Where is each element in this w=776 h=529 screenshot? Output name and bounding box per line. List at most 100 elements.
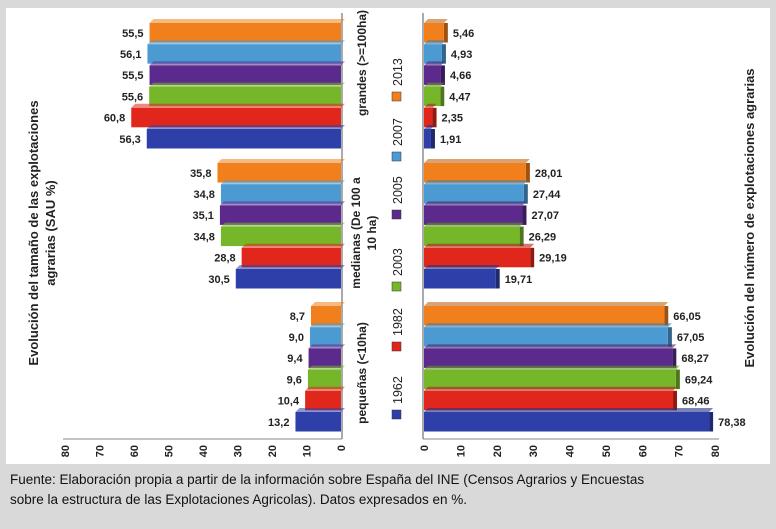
right-tick-label-50: 50 — [601, 445, 613, 457]
bar-pequenas-10ha-left-1982 — [305, 390, 341, 411]
bar-top-grandes-100ha-right-2005 — [424, 61, 445, 66]
bar-side-medianas-de-100-a-10-ha-right-1962 — [495, 269, 500, 289]
legend-label-2007: 2007 — [391, 118, 405, 146]
bar-pequenas-10ha-right-1982 — [424, 390, 674, 411]
bar-medianas-de-100-a-10-ha-right-2013 — [424, 163, 526, 183]
data-label-medianas-de-100-a-10-ha-right-1962: 19,71 — [505, 274, 533, 286]
data-label-pequenas-10ha-left-2005: 9,4 — [287, 353, 303, 365]
group-label-medianas-de-100-a-10-ha-line-1: medianas (De 100 a — [349, 177, 363, 289]
right-tick-label-40: 40 — [565, 445, 577, 457]
chart: 55,5 56,1 55,5 55,6 60,8 56,3 5,46 4,93 4,66 4,47… — [26, 10, 757, 457]
bar-side-grandes-100ha-right-2003 — [440, 86, 445, 107]
data-label-grandes-100ha-left-2007: 56,1 — [120, 49, 141, 61]
bar-top-pequenas-10ha-right-1982 — [424, 386, 678, 391]
data-label-pequenas-10ha-right-1982: 68,46 — [682, 396, 710, 408]
data-label-medianas-de-100-a-10-ha-left-2003: 34,8 — [194, 231, 215, 243]
legend-swatch-2007 — [391, 151, 402, 162]
caption-line-1: Fuente: Elaboración propia a partir de l… — [10, 472, 645, 487]
bar-pequenas-10ha-left-2005 — [308, 348, 341, 368]
data-label-pequenas-10ha-right-2003: 69,24 — [685, 374, 713, 386]
bar-top-grandes-100ha-left-2013 — [149, 19, 345, 23]
bar-side-medianas-de-100-a-10-ha-right-2005 — [522, 205, 527, 225]
bar-pequenas-10ha-right-1962 — [424, 412, 710, 432]
caption: Fuente: Elaboración propia a partir de l… — [10, 470, 770, 510]
left-axis-title-line-1: Evolución del tamaño de las explotacione… — [26, 100, 41, 365]
legend-label-1962: 1962 — [391, 376, 405, 404]
bar-top-pequenas-10ha-right-1962 — [424, 408, 714, 412]
bar-top-grandes-100ha-right-1982 — [424, 103, 437, 108]
data-label-medianas-de-100-a-10-ha-right-2003: 26,29 — [529, 231, 557, 243]
bar-grandes-100ha-right-2013 — [424, 23, 444, 43]
data-label-grandes-100ha-right-1982: 2,35 — [442, 113, 463, 125]
bar-top-pequenas-10ha-left-2005 — [308, 344, 345, 349]
bar-top-medianas-de-100-a-10-ha-right-1982 — [424, 243, 535, 248]
left-tick-label-80: 80 — [60, 445, 72, 457]
bar-top-medianas-de-100-a-10-ha-left-1962 — [235, 265, 345, 269]
legend-label-2003: 2003 — [391, 248, 405, 276]
left-axis-title-line-2: agrarias (SAU %) — [43, 180, 58, 285]
data-label-grandes-100ha-left-2005: 55,5 — [122, 70, 143, 82]
data-label-grandes-100ha-left-1982: 60,8 — [104, 113, 125, 125]
bar-top-grandes-100ha-left-2005 — [149, 61, 345, 66]
legend-label-2005: 2005 — [391, 176, 405, 204]
right-tick-label-20: 20 — [492, 445, 504, 457]
bar-side-grandes-100ha-right-1962 — [430, 129, 435, 149]
bar-top-pequenas-10ha-left-2013 — [310, 302, 345, 306]
bar-grandes-100ha-left-1982 — [131, 107, 341, 128]
data-label-pequenas-10ha-left-1982: 10,4 — [278, 396, 300, 408]
legend-swatch-1982 — [391, 341, 402, 352]
bar-top-grandes-100ha-left-1962 — [146, 125, 345, 129]
group-label-medianas-de-100-a-10-ha-line-2: 10 ha) — [365, 216, 379, 251]
group-label-pequenas-10ha: pequeñas (<10ha) — [355, 322, 369, 424]
bar-side-pequenas-10ha-right-2003 — [675, 369, 680, 390]
bar-top-pequenas-10ha-right-2013 — [424, 302, 669, 306]
bar-top-pequenas-10ha-right-2003 — [424, 365, 680, 370]
data-label-grandes-100ha-right-2007: 4,93 — [451, 49, 472, 61]
bar-medianas-de-100-a-10-ha-left-1982 — [241, 247, 341, 268]
bar-top-grandes-100ha-left-2003 — [149, 82, 345, 87]
data-label-medianas-de-100-a-10-ha-left-2007: 34,8 — [194, 189, 215, 201]
caption-line-2: sobre la estructura de las Explotaciones… — [10, 492, 467, 507]
right-tick-label-80: 80 — [710, 445, 722, 457]
bar-medianas-de-100-a-10-ha-left-2013 — [217, 163, 341, 183]
bar-top-pequenas-10ha-right-2005 — [424, 344, 677, 349]
bar-side-grandes-100ha-right-1982 — [432, 107, 437, 128]
bar-top-pequenas-10ha-right-2007 — [424, 323, 672, 328]
bar-side-grandes-100ha-right-2013 — [443, 23, 448, 43]
data-label-pequenas-10ha-right-1962: 78,38 — [718, 417, 746, 429]
bar-medianas-de-100-a-10-ha-right-1962 — [424, 269, 496, 289]
bar-pequenas-10ha-left-2007 — [309, 327, 341, 347]
bar-top-grandes-100ha-left-2007 — [147, 40, 345, 45]
bar-top-pequenas-10ha-left-2007 — [309, 323, 345, 328]
bar-grandes-100ha-right-2005 — [424, 65, 441, 85]
bar-pequenas-10ha-right-2005 — [424, 348, 673, 368]
bar-medianas-de-100-a-10-ha-right-1982 — [424, 247, 531, 268]
bar-top-pequenas-10ha-left-1962 — [295, 408, 345, 412]
bar-top-medianas-de-100-a-10-ha-left-2007 — [220, 180, 345, 185]
left-tick-label-50: 50 — [164, 445, 176, 457]
legend-label-2013: 2013 — [391, 58, 405, 86]
data-label-pequenas-10ha-left-2003: 9,6 — [287, 374, 302, 386]
bar-side-pequenas-10ha-right-2007 — [667, 327, 672, 347]
bar-side-pequenas-10ha-right-1982 — [673, 390, 678, 411]
right-tick-label-70: 70 — [674, 445, 686, 457]
bar-grandes-100ha-right-2007 — [424, 44, 442, 64]
right-tick-label-0: 0 — [419, 445, 431, 451]
bar-top-medianas-de-100-a-10-ha-left-2003 — [220, 222, 345, 227]
bar-medianas-de-100-a-10-ha-left-2005 — [219, 205, 341, 225]
bar-top-medianas-de-100-a-10-ha-left-1982 — [241, 243, 345, 248]
bar-top-medianas-de-100-a-10-ha-right-2005 — [424, 201, 527, 206]
data-label-medianas-de-100-a-10-ha-right-1982: 29,19 — [539, 253, 567, 265]
left-tick-label-60: 60 — [129, 445, 141, 457]
right-axis-title: Evolución del número de explotaciones ag… — [742, 68, 757, 367]
bar-grandes-100ha-right-1982 — [424, 107, 433, 128]
bar-medianas-de-100-a-10-ha-left-1962 — [235, 269, 341, 289]
data-label-grandes-100ha-right-2005: 4,66 — [450, 70, 471, 82]
bar-top-medianas-de-100-a-10-ha-left-2013 — [217, 159, 345, 163]
data-label-grandes-100ha-left-2003: 55,6 — [122, 91, 143, 103]
group-label-grandes-100ha: grandes (>=100ha) — [355, 10, 369, 116]
bar-medianas-de-100-a-10-ha-left-2003 — [220, 226, 341, 247]
bar-top-grandes-100ha-right-2003 — [424, 82, 445, 87]
legend-label-1982: 1982 — [391, 308, 405, 336]
data-label-pequenas-10ha-right-2005: 68,27 — [681, 353, 709, 365]
